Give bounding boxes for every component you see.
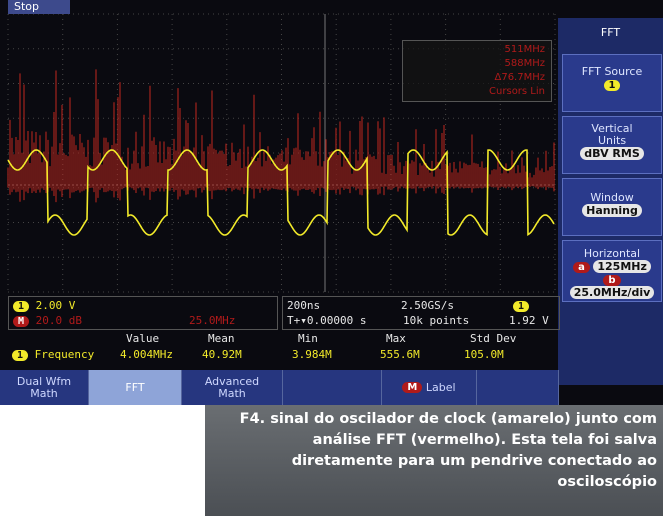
timebase-readout: 200ns 2.50GS/s 1 T+▾0.00000 s 10k points… <box>282 296 560 330</box>
menu-label: Vertical Units <box>582 123 642 147</box>
math-scale: 20.0 dB <box>36 314 82 327</box>
meas-header: Std Dev <box>470 332 516 345</box>
meas-value: 40.92M <box>202 348 242 361</box>
cursor-a: 511MHz <box>403 43 545 57</box>
sample-rate: 2.50GS/s <box>401 299 454 312</box>
math-center: 25.0MHz <box>189 314 235 327</box>
menu-title: FFT <box>558 26 663 39</box>
meas-value: 3.984M <box>292 348 332 361</box>
menu-button[interactable]: Dual Wfm Math <box>0 370 89 405</box>
caption: F4. sinal do oscilador de clock (amarelo… <box>205 405 663 516</box>
menu-label: FFT Source <box>563 65 661 78</box>
menu-value: Hanning <box>582 204 642 217</box>
menu-button[interactable]: Advanced Math <box>182 370 283 405</box>
page: Stop 511MHz 588MHz Δ76.7MHz Cursors Lin … <box>0 0 663 516</box>
button-label: Advanced Math <box>197 376 267 400</box>
trigger-level: 1.92 V <box>509 314 549 327</box>
menu-item[interactable]: Window Hanning <box>562 178 662 236</box>
button-label: FFT <box>125 381 144 394</box>
ch-badge: 1 <box>13 301 29 312</box>
menu-value: 125MHz <box>593 260 651 273</box>
trigger-position: T+▾0.00000 s <box>287 314 366 327</box>
measurements: Value Mean Min Max Std Dev 1 Frequency 4.004… <box>8 331 558 367</box>
menu-value: dBV RMS <box>580 147 644 160</box>
meas-header: Value <box>126 332 159 345</box>
trigger-badge: 1 <box>513 301 529 312</box>
record-length: 10k points <box>403 314 469 327</box>
menu-button[interactable]: FFT <box>89 370 182 405</box>
channel-readout: 1 2.00 V M 20.0 dB 25.0MHz <box>8 296 278 330</box>
menu-value: 25.0MHz/div <box>570 286 655 299</box>
cursor-mode: Cursors Lin <box>403 85 545 99</box>
button-label: Dual Wfm Math <box>14 376 74 400</box>
marker: b <box>603 275 620 286</box>
button-label: Label <box>426 381 456 394</box>
menu-label: Window <box>563 191 661 204</box>
meas-header: Max <box>386 332 406 345</box>
meas-name: Frequency <box>35 348 95 361</box>
side-menu: FFT FFT Source 1 Vertical Units dBV RMS … <box>558 18 663 385</box>
math-badge: M <box>13 316 29 327</box>
meas-header: Mean <box>208 332 235 345</box>
cursor-b: 588MHz <box>403 57 545 71</box>
menu-item[interactable]: FFT Source 1 <box>562 54 662 112</box>
menu-button[interactable]: M Label <box>382 370 477 405</box>
cursor-delta: Δ76.7MHz <box>403 71 545 85</box>
meas-value: 105.0M <box>464 348 504 361</box>
meas-value: 4.004MHz <box>120 348 173 361</box>
menu-button[interactable] <box>283 370 382 405</box>
menu-item[interactable]: Vertical Units dBV RMS <box>562 116 662 174</box>
ch-scale: 2.00 V <box>36 299 76 312</box>
marker: a <box>573 262 590 273</box>
label-badge: M <box>402 382 422 393</box>
meas-badge: 1 <box>12 350 28 361</box>
run-status: Stop <box>8 0 70 14</box>
menu-item[interactable]: Horizontal a 125MHz b 25.0MHz/div <box>562 240 662 302</box>
menu-label: Horizontal <box>563 247 661 260</box>
menu-value: 1 <box>604 80 621 91</box>
timebase: 200ns <box>287 299 320 312</box>
menu-button[interactable] <box>477 370 559 405</box>
cursor-readout: 511MHz 588MHz Δ76.7MHz Cursors Lin <box>402 40 552 102</box>
meas-header: Min <box>298 332 318 345</box>
meas-value: 555.6M <box>380 348 420 361</box>
